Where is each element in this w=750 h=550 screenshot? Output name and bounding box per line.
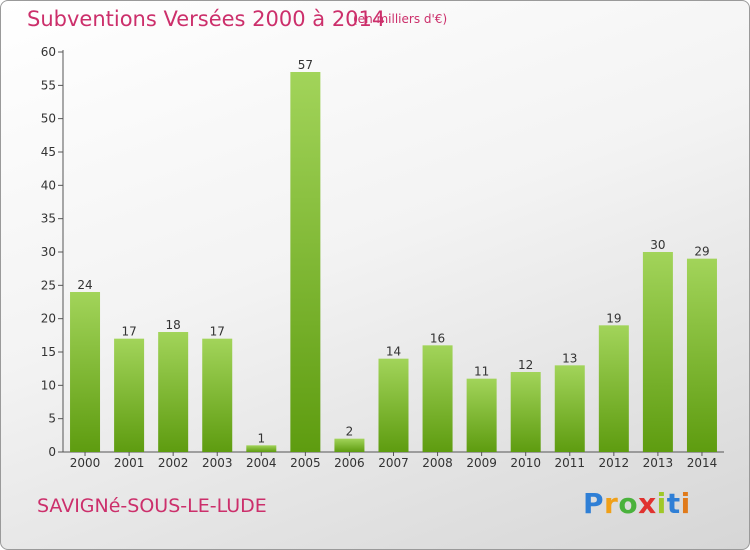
bar [290,72,321,452]
data-label: 12 [518,358,533,372]
bar [554,365,585,452]
y-tick-label: 0 [48,445,56,459]
bar [598,325,629,452]
x-tick-label: 2010 [510,456,541,470]
x-tick-label: 2008 [422,456,453,470]
x-tick-label: 2011 [554,456,585,470]
data-label: 1 [257,431,265,445]
y-tick-label: 5 [48,412,56,426]
data-label: 24 [77,278,92,292]
bar [510,372,541,452]
bar [246,445,277,452]
x-tick-label: 2007 [378,456,409,470]
commune-name: SAVIGNé-SOUS-LE-LUDE [37,495,267,517]
x-tick-label: 2003 [202,456,233,470]
bar [158,332,189,452]
y-tick-label: 20 [41,312,56,326]
y-tick-label: 55 [41,78,56,92]
x-tick-label: 2013 [643,456,674,470]
data-label: 29 [694,245,709,259]
data-label: 57 [298,58,313,72]
bar [466,378,497,452]
y-tick-label: 35 [41,212,56,226]
chart-subtitle: (en milliers d'€) [353,12,448,26]
data-label: 11 [474,365,489,379]
y-tick-label: 40 [41,178,56,192]
x-tick-label: 2012 [599,456,630,470]
data-label: 18 [166,318,181,332]
data-label: 17 [210,325,225,339]
data-label: 17 [121,325,136,339]
bar [422,345,453,452]
x-tick-label: 2001 [114,456,145,470]
bar [378,358,409,452]
data-label: 13 [562,351,577,365]
y-tick-label: 25 [41,278,56,292]
data-label: 2 [346,425,354,439]
y-tick-label: 45 [41,145,56,159]
bar [70,292,101,452]
bar [642,252,673,452]
data-label: 19 [606,311,621,325]
bar [114,338,145,452]
proxiti-logo[interactable]: Proxiti [583,487,691,520]
y-tick-label: 50 [41,112,56,126]
bar [686,258,717,452]
x-tick-label: 2004 [246,456,277,470]
data-label: 30 [650,238,665,252]
data-label: 16 [430,331,445,345]
bar [202,338,233,452]
bar [334,438,365,452]
data-label: 14 [386,345,401,359]
x-tick-label: 2009 [466,456,497,470]
x-tick-label: 2006 [334,456,365,470]
y-tick-label: 30 [41,245,56,259]
y-tick-label: 60 [41,45,56,59]
x-tick-label: 2000 [70,456,101,470]
y-tick-label: 10 [41,378,56,392]
x-tick-label: 2014 [687,456,718,470]
x-tick-label: 2005 [290,456,321,470]
y-tick-label: 15 [41,345,56,359]
x-tick-label: 2002 [158,456,189,470]
chart-title: Subventions Versées 2000 à 2014 [27,7,386,31]
